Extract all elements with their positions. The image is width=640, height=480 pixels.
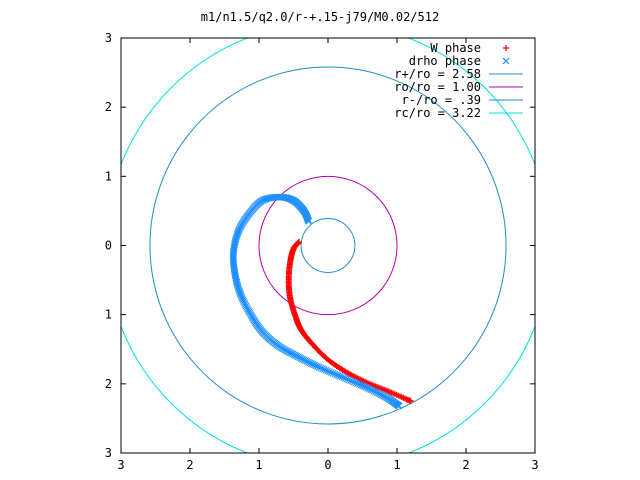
drho-phase-point: [350, 378, 358, 386]
drho-phase-point: [352, 379, 360, 387]
drho-phase-point: [320, 366, 328, 373]
legend-label: W phase: [430, 41, 481, 55]
drho-phase-point: [336, 372, 344, 380]
point-layer: [229, 193, 414, 410]
y-tick-label: 1: [105, 308, 112, 322]
x-tick-label: 0: [324, 458, 331, 472]
x-tick-label: 3: [117, 458, 124, 472]
legend-marker-plus: [503, 45, 509, 51]
drho-phase-point: [326, 368, 333, 376]
legend-label: r-/ro = .39: [402, 93, 481, 107]
legend-label: ro/ro = 1.00: [394, 80, 481, 94]
chart-title: m1/n1.5/q2.0/r-+.15-j79/M0.02/512: [201, 10, 439, 24]
legend-label: r+/ro = 2.58: [394, 67, 481, 81]
circle-series: [149, 66, 507, 425]
drho-phase-point: [355, 380, 363, 388]
x-tick-label: 1: [393, 458, 400, 472]
w-phase-point: [407, 398, 414, 405]
y-tick-label: 1: [105, 169, 112, 183]
drho-phase-point: [322, 366, 330, 374]
drho-phase-point: [340, 374, 347, 382]
drho-phase-point: [315, 363, 323, 371]
drho-phase-point: [331, 370, 339, 378]
drho-phase-point: [357, 381, 365, 389]
y-tick-label: 2: [105, 100, 112, 114]
drho-phase-point: [395, 402, 403, 410]
circle-series: [258, 175, 398, 316]
x-tick-label: 1: [255, 458, 262, 472]
drho-phase-point: [317, 364, 325, 372]
drho-phase-point: [341, 375, 349, 382]
circle-series: [121, 38, 535, 453]
drho-phase-point: [327, 369, 335, 376]
drho-phase-point: [334, 372, 342, 379]
circle-layer: [121, 38, 535, 453]
drho-phase-point: [343, 375, 351, 383]
drho-phase-point: [345, 376, 353, 384]
drho-phase-point: [347, 377, 354, 385]
drho-phase-point: [348, 377, 356, 385]
legend-marker-x: [502, 57, 510, 65]
drho-phase-point: [354, 380, 361, 387]
drho-phase-point: [319, 365, 326, 373]
y-tick-label: 3: [105, 446, 112, 460]
legend-label: rc/ro = 3.22: [394, 106, 481, 120]
drho-phase-point: [324, 367, 332, 375]
x-tick-label: 3: [531, 458, 538, 472]
drho-phase-point: [333, 371, 340, 379]
legend-label: drho phase: [409, 54, 481, 68]
drho-phase-point: [329, 369, 337, 377]
drho-phase-point: [338, 373, 346, 381]
x-tick-label: 2: [186, 458, 193, 472]
circle-series: [300, 218, 356, 273]
y-tick-label: 3: [105, 31, 112, 45]
drho-phase-point: [266, 194, 274, 202]
y-tick-label: 0: [105, 239, 112, 253]
x-tick-label: 2: [462, 458, 469, 472]
y-tick-label: 2: [105, 377, 112, 391]
